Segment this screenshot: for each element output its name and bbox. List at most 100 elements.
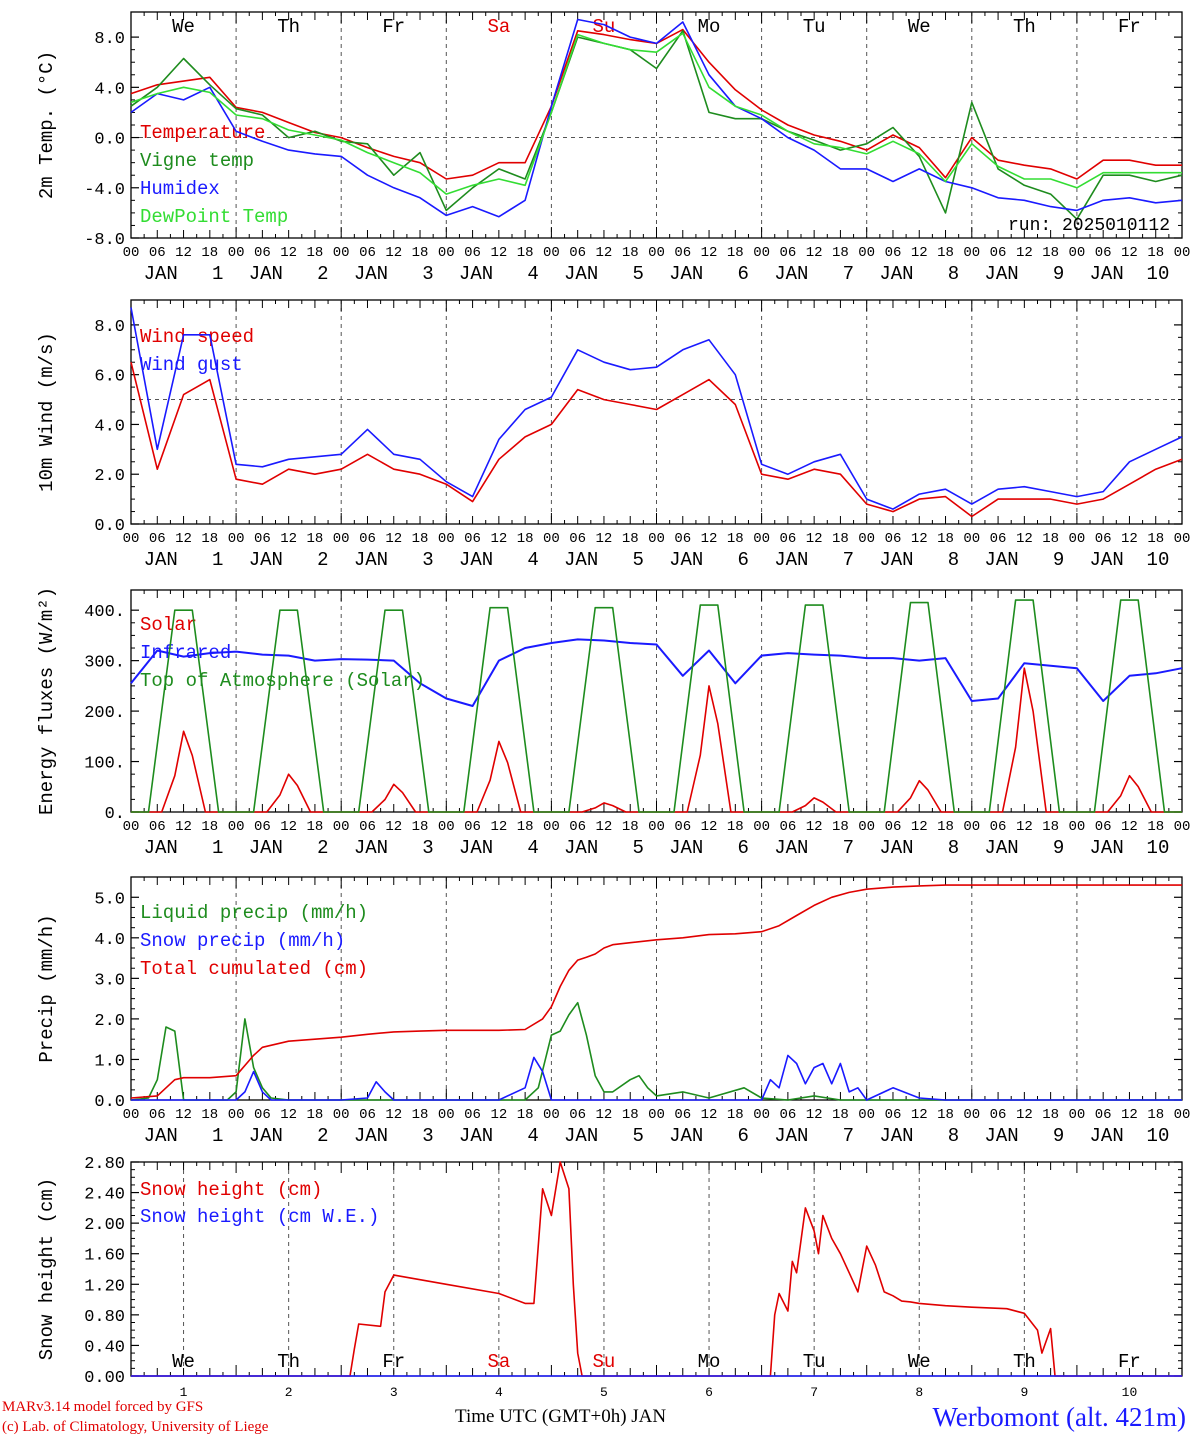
x-day-label: JAN 1 (144, 1125, 224, 1147)
x-hour-label: 00 (228, 245, 245, 261)
y-axis-label: 10m Wind (m/s) (36, 332, 58, 492)
station-title: Werbomont (alt. 421m) (932, 1402, 1186, 1432)
x-hour-label: 18 (1147, 245, 1164, 261)
x-hour-label: 12 (1121, 531, 1138, 547)
x-hour-label: 00 (963, 531, 980, 547)
weekday-label: We (172, 16, 195, 38)
weekday-label: Sa (487, 1351, 510, 1373)
x-hour-label: 12 (175, 245, 192, 261)
y-tick-label: 0.40 (84, 1338, 125, 1357)
day-number-label: 6 (705, 1385, 713, 1400)
x-hour-label: 12 (280, 1107, 297, 1123)
legend-label: Solar (140, 614, 197, 636)
x-hour-label: 06 (885, 819, 902, 835)
series-line (130, 18, 1183, 218)
y-tick-label: 2.00 (84, 1216, 125, 1235)
x-hour-label: 06 (254, 245, 271, 261)
x-hour-label: 18 (937, 1107, 954, 1123)
y-tick-label: 0.80 (84, 1308, 125, 1327)
x-hour-label: 06 (149, 245, 166, 261)
x-hour-label: 00 (123, 531, 140, 547)
y-tick-label: 2.0 (94, 1012, 125, 1031)
x-hour-label: 00 (1068, 1107, 1085, 1123)
x-hour-label: 00 (753, 245, 770, 261)
x-hour-label: 18 (727, 245, 744, 261)
x-day-label: JAN 7 (774, 1125, 854, 1147)
x-hour-label: 18 (727, 531, 744, 547)
x-hour-label: 12 (701, 1107, 718, 1123)
x-day-label: JAN 5 (564, 549, 644, 571)
x-hour-label: 12 (385, 531, 402, 547)
x-hour-label: 00 (228, 819, 245, 835)
x-hour-label: 18 (201, 245, 218, 261)
x-hour-label: 12 (806, 531, 823, 547)
weekday-label: We (908, 1351, 931, 1373)
legend-label: Snow height (cm) (140, 1179, 322, 1201)
x-hour-label: 00 (858, 819, 875, 835)
legend-label: Snow height (cm W.E.) (140, 1206, 379, 1228)
x-hour-label: 06 (779, 1107, 796, 1123)
legend-label: Vigne temp (140, 150, 254, 172)
x-hour-label: 18 (1042, 531, 1059, 547)
x-hour-label: 18 (412, 1107, 429, 1123)
x-hour-label: 06 (779, 531, 796, 547)
series-line (131, 599, 1182, 813)
x-hour-label: 06 (359, 819, 376, 835)
x-hour-label: 06 (779, 819, 796, 835)
x-hour-label: 06 (359, 531, 376, 547)
copyright-credit: (c) Lab. of Climatology, University of L… (2, 1419, 269, 1435)
x-hour-label: 12 (1121, 245, 1138, 261)
x-hour-label: 00 (648, 245, 665, 261)
x-day-label: JAN 3 (354, 263, 434, 285)
x-hour-label: 12 (385, 245, 402, 261)
x-hour-label: 18 (412, 245, 429, 261)
x-hour-label: 06 (674, 531, 691, 547)
model-credit: MARv3.14 model forced by GFS (2, 1399, 204, 1415)
x-hour-label: 00 (1174, 819, 1191, 835)
y-tick-label: 0.0 (94, 131, 125, 150)
x-day-label: JAN 5 (564, 837, 644, 859)
x-hour-label: 06 (569, 245, 586, 261)
x-hour-label: 18 (307, 245, 324, 261)
x-hour-label: 06 (464, 1107, 481, 1123)
x-hour-label: 00 (543, 245, 560, 261)
x-day-label: JAN 10 (1090, 1125, 1170, 1147)
x-day-label: JAN 9 (984, 263, 1064, 285)
x-hour-label: 12 (280, 531, 297, 547)
legend-label: Infrared (140, 642, 231, 664)
x-hour-label: 18 (517, 1107, 534, 1123)
x-hour-label: 18 (307, 1107, 324, 1123)
x-day-label: JAN 1 (144, 837, 224, 859)
x-day-label: JAN 10 (1090, 263, 1170, 285)
y-tick-label: 100. (84, 755, 125, 774)
x-day-label: JAN 6 (669, 837, 749, 859)
x-hour-label: 00 (648, 1107, 665, 1123)
day-number-label: 2 (285, 1385, 293, 1400)
weekday-label: Su (593, 16, 616, 38)
x-hour-label: 06 (1095, 1107, 1112, 1123)
day-number-label: 8 (915, 1385, 923, 1400)
x-hour-label: 06 (885, 531, 902, 547)
x-hour-label: 06 (779, 245, 796, 261)
x-hour-label: 06 (1095, 245, 1112, 261)
x-hour-label: 18 (622, 1107, 639, 1123)
x-hour-label: 18 (937, 531, 954, 547)
x-hour-label: 00 (333, 245, 350, 261)
day-number-label: 10 (1122, 1385, 1138, 1400)
day-number-label: 4 (495, 1385, 503, 1400)
x-hour-label: 12 (596, 1107, 613, 1123)
x-hour-label: 00 (963, 245, 980, 261)
x-hour-label: 12 (806, 1107, 823, 1123)
x-hour-label: 00 (123, 245, 140, 261)
weekday-label: Sa (487, 16, 510, 38)
weekday-label: Th (1013, 16, 1036, 38)
weekday-label: Th (1013, 1351, 1036, 1373)
y-tick-label: 0.0 (94, 1093, 125, 1112)
x-hour-label: 18 (622, 819, 639, 835)
x-hour-label: 00 (858, 245, 875, 261)
y-tick-label: 1.60 (84, 1247, 125, 1266)
x-hour-label: 12 (1016, 245, 1033, 261)
x-hour-label: 00 (963, 819, 980, 835)
run-annotation: run: 2025010112 (1008, 216, 1170, 236)
x-day-label: JAN 8 (879, 263, 959, 285)
